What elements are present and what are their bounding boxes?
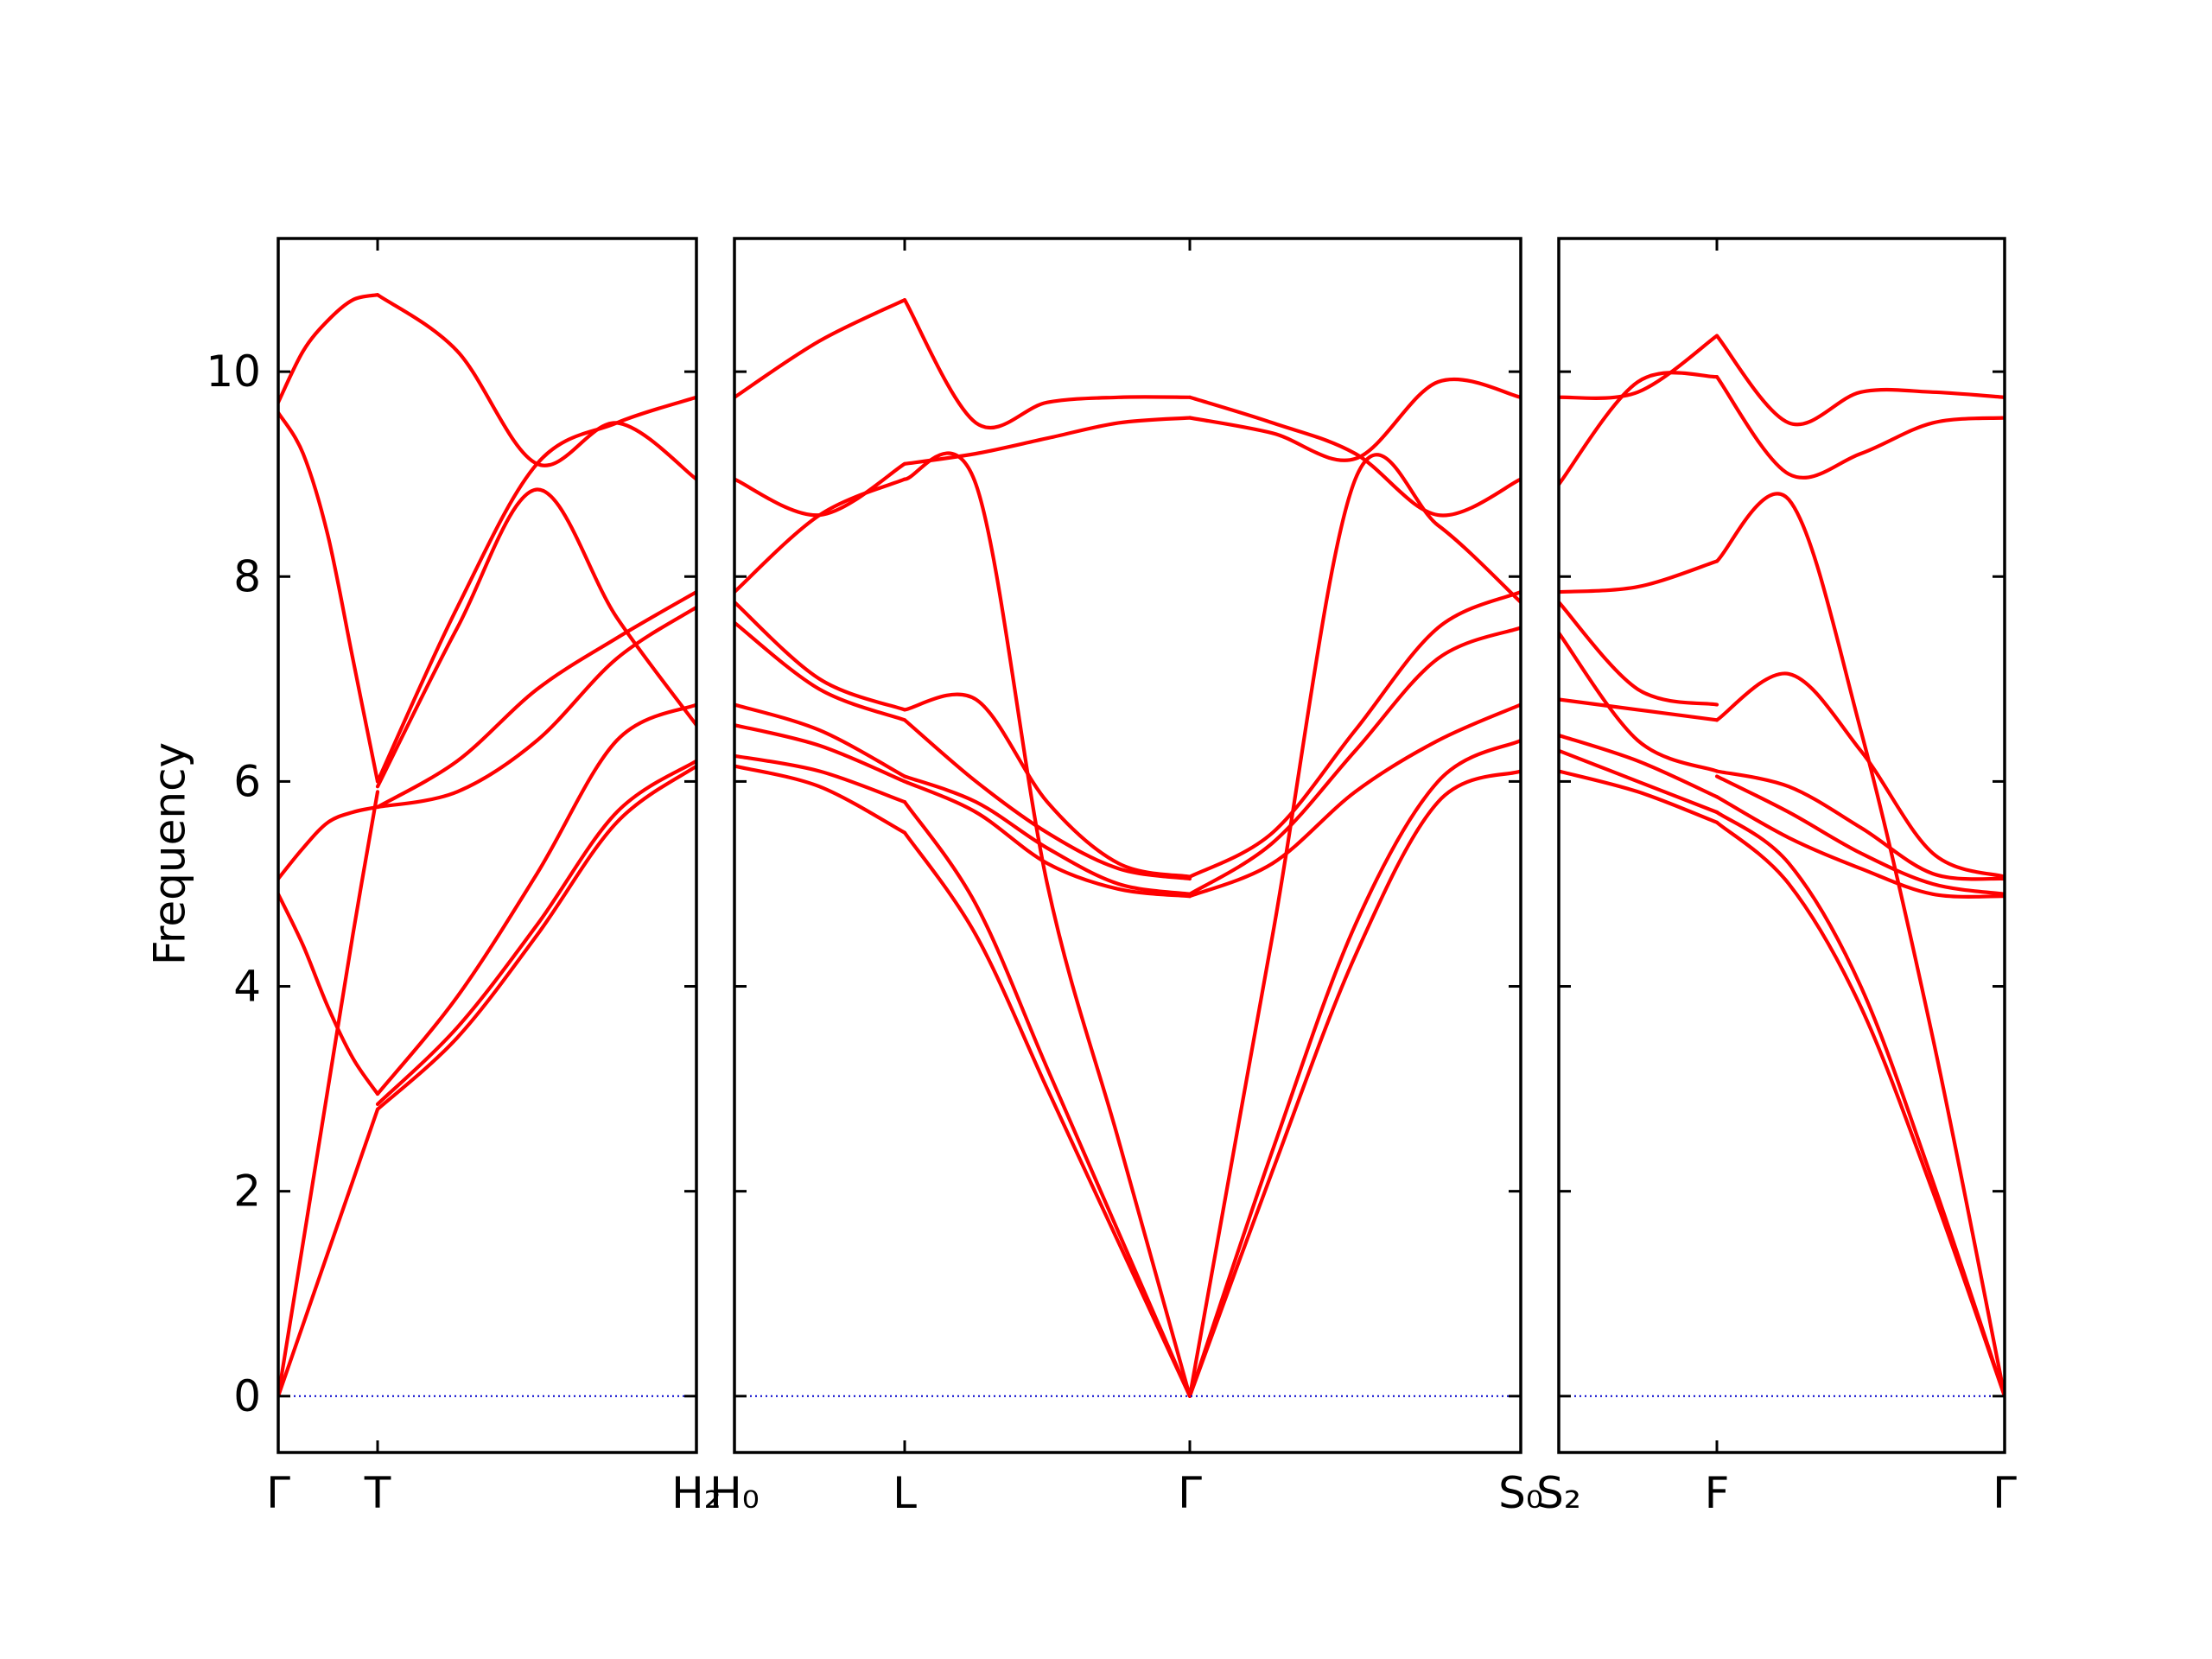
band-line — [1714, 671, 2005, 879]
panel-1-bands — [278, 293, 696, 1398]
band-line — [1714, 795, 2005, 899]
band-line — [1714, 820, 2005, 1398]
band-line — [734, 600, 907, 712]
panel-frame — [1557, 237, 2006, 1454]
band-line — [1714, 375, 2005, 480]
band-line — [278, 892, 380, 1096]
band-line — [1714, 774, 2005, 896]
band-line — [734, 702, 907, 779]
band-line — [734, 753, 907, 804]
band-line — [902, 692, 1192, 879]
band-line — [902, 800, 1192, 1398]
band-line — [902, 416, 1192, 466]
band-line — [1559, 371, 1719, 486]
band-line — [1559, 334, 1719, 400]
band-line — [902, 774, 1192, 896]
band-line — [1187, 395, 1521, 518]
x-tick-label: S₀ — [1498, 1468, 1543, 1518]
x-tick-label: H₂ — [671, 1468, 721, 1518]
x-tick-label: F — [1705, 1468, 1730, 1518]
band-line — [1187, 626, 1521, 896]
x-tick-label: Γ — [1178, 1468, 1202, 1518]
band-line — [902, 451, 1192, 1398]
x-tick-label: Γ — [266, 1468, 290, 1518]
y-tick-label: 6 — [233, 756, 261, 806]
band-curves — [278, 293, 2005, 1398]
band-line — [734, 298, 907, 399]
x-tick-label: L — [893, 1468, 917, 1518]
band-line — [902, 718, 1192, 881]
band-line — [375, 759, 696, 1106]
band-line — [734, 477, 907, 594]
panel-frame — [276, 237, 698, 1454]
band-line — [1187, 453, 1521, 1398]
band-line — [1187, 377, 1521, 462]
band-line — [1714, 334, 2005, 427]
band-line — [375, 487, 696, 789]
band-line — [1187, 769, 1521, 1398]
axis-ticks — [276, 238, 2006, 1452]
band-line — [1714, 769, 2005, 881]
band-line — [1187, 590, 1521, 879]
band-line — [1714, 492, 2005, 1398]
band-line — [375, 395, 696, 784]
y-tick-label: 8 — [233, 551, 261, 601]
band-line — [1559, 559, 1719, 594]
band-line — [1187, 738, 1521, 1398]
y-tick-label: 4 — [233, 962, 261, 1012]
band-line — [375, 764, 696, 1111]
band-line — [278, 804, 380, 881]
band-line — [1187, 702, 1521, 899]
band-line — [902, 830, 1192, 1398]
x-tick-label: S₂ — [1536, 1468, 1581, 1518]
band-line — [734, 461, 907, 518]
band-line — [278, 790, 380, 1398]
band-line — [375, 590, 696, 810]
panel-2-bands — [734, 298, 1521, 1398]
band-line — [1559, 631, 1719, 773]
band-line — [1714, 810, 2005, 1398]
band-line — [278, 410, 380, 784]
x-tick-label: H₀ — [709, 1468, 760, 1518]
y-tick-label: 2 — [233, 1166, 261, 1217]
band-line — [902, 298, 1192, 430]
panel-frames — [276, 237, 2006, 1454]
band-line — [1559, 600, 1719, 707]
band-line — [1559, 769, 1719, 824]
band-line — [375, 293, 696, 481]
panel-frame — [733, 237, 1522, 1454]
y-tick-label: 0 — [233, 1371, 261, 1421]
band-line — [1559, 748, 1719, 815]
band-line — [375, 702, 696, 1096]
y-tick-label: 10 — [206, 346, 261, 397]
band-line — [278, 293, 380, 404]
band-line — [734, 620, 907, 722]
y-axis-label: Frequency — [145, 742, 195, 965]
band-line — [278, 1107, 380, 1398]
x-tick-label: Γ — [1993, 1468, 2017, 1518]
band-line — [902, 779, 1192, 899]
band-line — [734, 723, 907, 784]
band-line — [1559, 697, 1719, 722]
x-tick-label: T — [364, 1468, 391, 1518]
band-line — [375, 605, 696, 810]
panel-3-bands — [1559, 334, 2005, 1398]
band-line — [734, 764, 907, 835]
band-line — [1559, 733, 1719, 799]
